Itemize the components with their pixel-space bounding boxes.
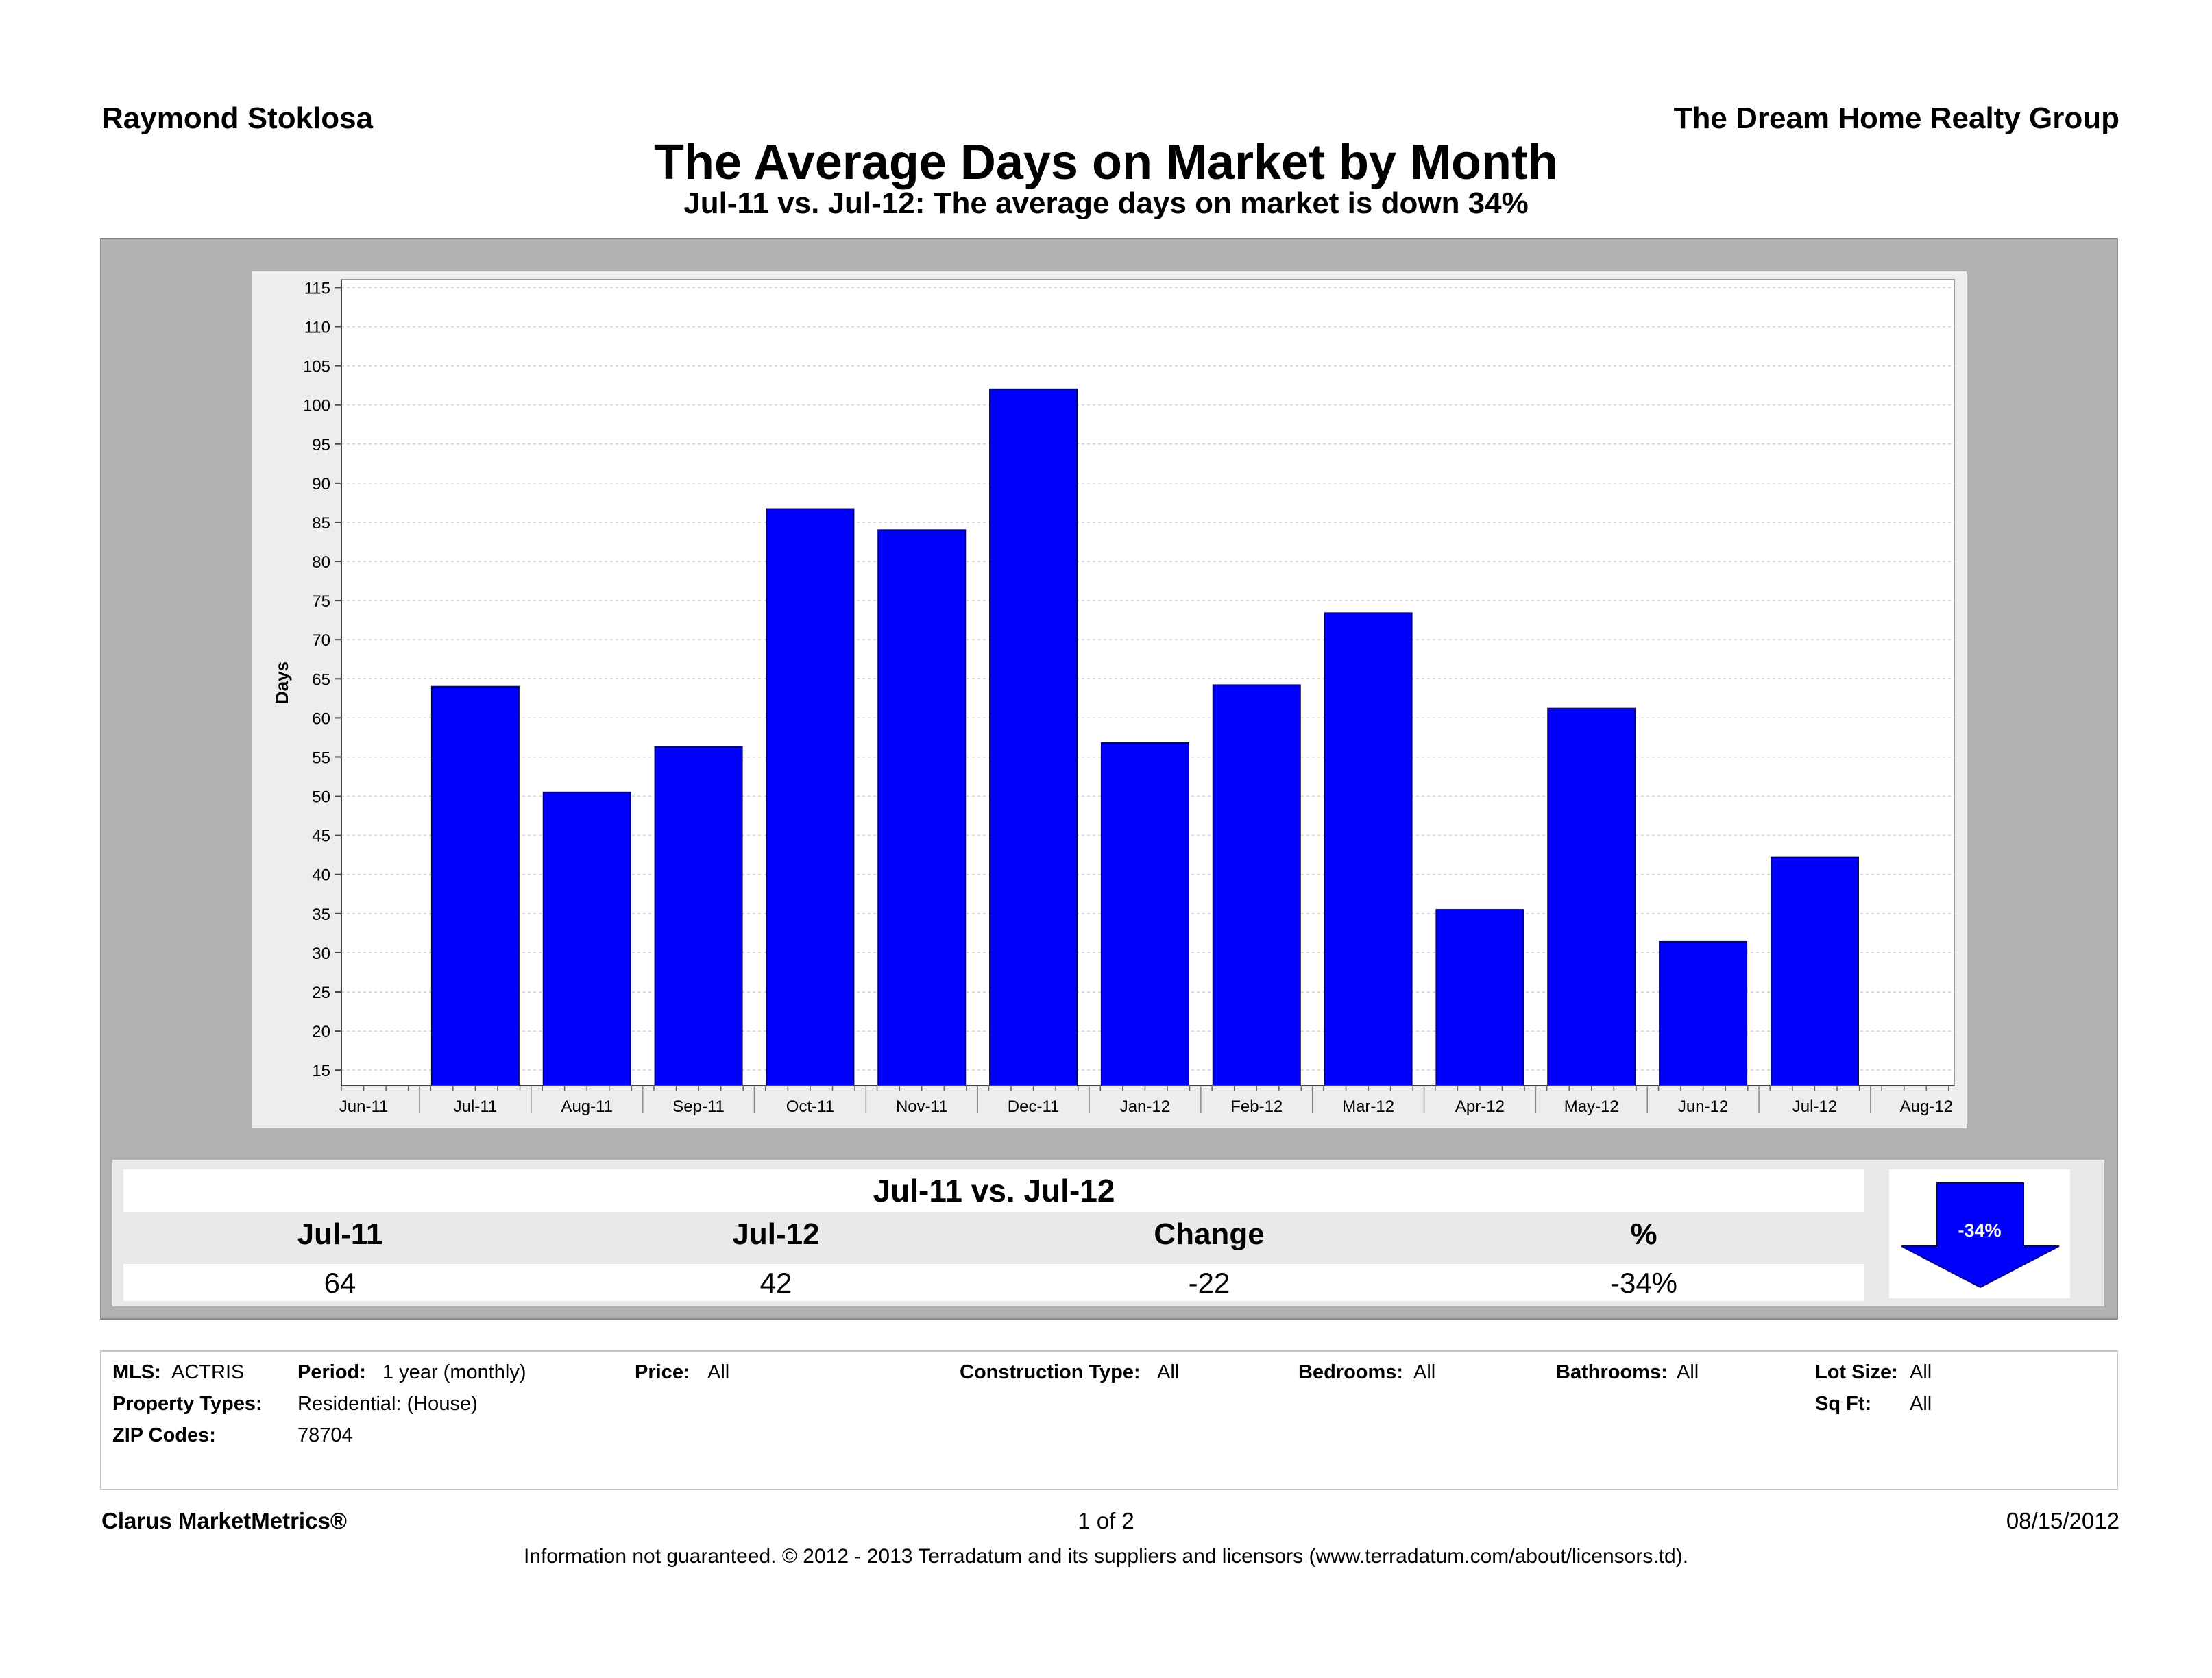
col-header-jul12: Jul-12	[732, 1217, 820, 1251]
bar-Oct-11	[766, 508, 855, 1086]
col-header-change: Change	[1154, 1217, 1265, 1251]
bar-Nov-11	[877, 529, 967, 1086]
y-tick-label: 55	[312, 749, 330, 767]
bathrooms-label: Bathrooms:	[1556, 1361, 1668, 1383]
bar-Mar-12	[1324, 612, 1413, 1086]
bedrooms-label: Bedrooms:	[1298, 1361, 1404, 1383]
x-tick-label: Apr-12	[1455, 1097, 1505, 1116]
x-tick-label: Jun-11	[339, 1097, 389, 1116]
lot-size-label: Lot Size:	[1815, 1361, 1898, 1383]
sq-ft-label: Sq Ft:	[1815, 1393, 1872, 1415]
lot-size-value: All	[1910, 1361, 1932, 1383]
disclaimer: Information not guaranteed. © 2012 - 201…	[523, 1545, 1689, 1568]
y-tick-label: 95	[312, 436, 330, 454]
bar-Jan-12	[1100, 742, 1189, 1086]
value-change: -22	[1188, 1267, 1230, 1299]
y-tick-label: 100	[303, 397, 330, 415]
mls-value: ACTRIS	[171, 1361, 245, 1383]
bar-Jun-12	[1659, 940, 1748, 1087]
report-date: 08/15/2012	[2006, 1508, 2119, 1533]
comparison-values-row	[123, 1264, 1864, 1301]
chart-area: 15 20 25 30 35 40 45 50 55 60 65 70 75 80 85 90 95 100 105…	[252, 271, 1967, 1128]
comparison-title-row	[123, 1169, 1864, 1212]
y-tick-label: 20	[312, 1023, 330, 1041]
y-tick-label: 80	[312, 553, 330, 572]
value-jul11: 64	[324, 1267, 356, 1299]
bar-May-12	[1547, 707, 1636, 1086]
col-header-percent: %	[1630, 1217, 1657, 1251]
company-name: The Dream Home Realty Group	[1673, 101, 2119, 135]
y-tick-label: 30	[312, 945, 330, 963]
value-percent: -34%	[1609, 1267, 1678, 1299]
x-tick-label: Nov-11	[896, 1097, 948, 1116]
bar-Jul-11	[430, 685, 520, 1086]
price-label: Price:	[635, 1361, 690, 1383]
x-tick-label: Dec-11	[1008, 1097, 1060, 1116]
y-tick-label: 105	[303, 358, 330, 376]
change-indicator: -34%	[1889, 1169, 2070, 1298]
x-tick-label: May-12	[1564, 1097, 1619, 1116]
period-label: Period:	[297, 1361, 366, 1383]
filters-box: MLS: ACTRIS Period: 1 year (monthly) Pri…	[100, 1350, 2118, 1490]
chart-subtitle: Jul-11 vs. Jul-12: The average days on m…	[683, 186, 1529, 220]
y-tick-label: 85	[312, 514, 330, 533]
bathrooms-value: All	[1677, 1361, 1699, 1383]
y-tick-label: 110	[304, 319, 330, 337]
x-tick-label: Oct-11	[786, 1097, 834, 1116]
chart-title: The Average Days on Market by Month	[654, 135, 1558, 190]
y-tick-label: 35	[312, 905, 330, 924]
bar-Feb-12	[1212, 684, 1301, 1086]
bar-Sep-11	[654, 746, 743, 1086]
col-header-jul11: Jul-11	[297, 1217, 383, 1251]
comparison-title: Jul-11 vs. Jul-12	[873, 1173, 1115, 1208]
x-tick-label: Feb-12	[1230, 1097, 1283, 1116]
page-number: 1 of 2	[1078, 1508, 1134, 1533]
y-tick-label: 40	[312, 866, 330, 885]
x-tick-label: Jul-11	[454, 1097, 498, 1116]
y-tick-label: 90	[312, 475, 330, 494]
x-tick-label: Aug-12	[1900, 1097, 1953, 1116]
period-value: 1 year (monthly)	[382, 1361, 526, 1383]
footer-brand: Clarus MarketMetrics®	[101, 1508, 348, 1533]
x-tick-label: Jul-12	[1792, 1097, 1837, 1116]
x-tick-label: Mar-12	[1342, 1097, 1394, 1116]
y-axis-label: Days	[271, 661, 292, 704]
x-tick-label: Jun-12	[1678, 1097, 1728, 1116]
construction-type-label: Construction Type:	[960, 1361, 1141, 1383]
x-tick-label: Jan-12	[1120, 1097, 1170, 1116]
property-types-label: Property Types:	[112, 1393, 263, 1415]
y-tick-label: 60	[312, 709, 330, 728]
agent-name: Raymond Stoklosa	[101, 101, 374, 135]
y-tick-label: 50	[312, 788, 330, 807]
y-tick-label: 115	[304, 279, 330, 297]
bar-Apr-12	[1435, 909, 1524, 1087]
x-tick-label: Aug-11	[561, 1097, 613, 1116]
bar-chart: 15 20 25 30 35 40 45 50 55 60 65 70 75 80 85 90 95 100 105…	[271, 279, 1955, 1116]
y-tick-label: 75	[312, 592, 330, 611]
zip-codes-value: 78704	[297, 1424, 353, 1446]
construction-type-value: All	[1157, 1361, 1180, 1383]
property-types-value: Residential: (House)	[297, 1393, 478, 1415]
zip-codes-label: ZIP Codes:	[112, 1424, 216, 1446]
y-tick-label: 15	[312, 1062, 330, 1080]
y-tick-label: 25	[312, 984, 330, 1002]
bar-Aug-11	[542, 791, 631, 1086]
y-tick-label: 70	[312, 631, 330, 650]
price-value: All	[707, 1361, 730, 1383]
y-tick-label: 45	[312, 827, 330, 846]
value-jul12: 42	[759, 1267, 792, 1299]
y-tick-label: 65	[312, 670, 330, 689]
bedrooms-value: All	[1413, 1361, 1436, 1383]
arrow-label: -34%	[1958, 1220, 2002, 1241]
comparison-table: Jul-11 vs. Jul-12 Jul-11 Jul-12 Change %…	[112, 1160, 2104, 1306]
mls-label: MLS:	[112, 1361, 161, 1383]
x-tick-label: Sep-11	[672, 1097, 725, 1116]
down-arrow-icon	[1901, 1182, 2060, 1289]
bar-Dec-11	[989, 388, 1078, 1086]
bar-Jul-12	[1770, 856, 1859, 1086]
sq-ft-value: All	[1910, 1393, 1932, 1415]
